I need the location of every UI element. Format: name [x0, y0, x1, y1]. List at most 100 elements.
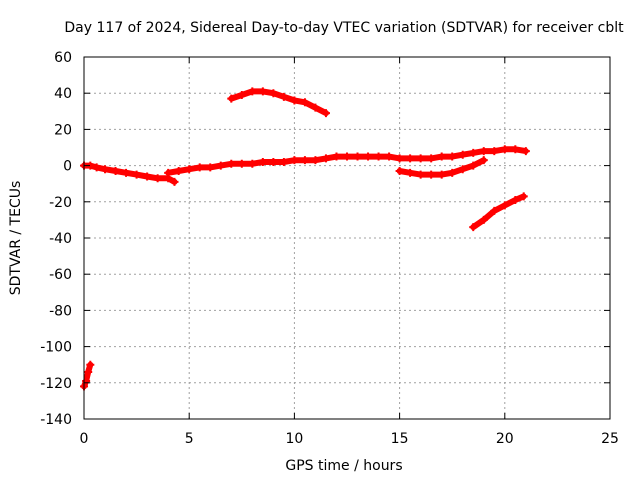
data-point: [479, 147, 488, 156]
data-point: [82, 376, 91, 385]
data-point: [427, 154, 436, 163]
data-point: [437, 170, 446, 179]
x-tick-label: 25: [601, 431, 619, 447]
data-point: [321, 154, 330, 163]
data-point: [343, 152, 351, 161]
data-point: [164, 168, 173, 177]
data-point: [458, 150, 467, 159]
y-tick-label: 20: [54, 122, 72, 138]
data-point: [395, 167, 404, 176]
data-point: [174, 167, 183, 176]
data-point: [300, 98, 309, 107]
x-tick-label: 15: [391, 431, 409, 447]
data-point: [195, 163, 204, 172]
data-point: [216, 161, 225, 170]
data-point: [101, 165, 110, 174]
y-tick-label: -120: [40, 376, 72, 392]
data-point: [332, 152, 341, 161]
chart-title: Day 117 of 2024, Sidereal Day-to-day VTE…: [64, 20, 624, 36]
data-point: [469, 161, 478, 170]
data-point: [227, 159, 236, 168]
data-point: [92, 163, 101, 172]
x-tick-label: 10: [285, 431, 303, 447]
data-point: [258, 157, 267, 166]
x-tick-label: 20: [496, 431, 514, 447]
data-point: [237, 159, 246, 168]
data-point: [279, 157, 288, 166]
data-point: [448, 152, 457, 161]
data-point: [248, 159, 257, 168]
data-point: [290, 156, 299, 165]
data-point: [395, 154, 404, 163]
data-point: [111, 167, 120, 176]
data-point: [521, 147, 530, 156]
data-point: [143, 172, 152, 181]
data-point: [84, 367, 93, 376]
data-point: [185, 165, 194, 174]
data-point: [374, 152, 383, 161]
data-point: [290, 96, 299, 105]
data-point: [122, 168, 131, 177]
y-axis-label: SDTVAR / TECUs: [8, 181, 24, 296]
x-axis-label: GPS time / hours: [285, 458, 402, 474]
data-point: [490, 206, 499, 215]
data-point: [300, 156, 309, 165]
data-point: [479, 156, 488, 165]
data-point: [469, 223, 478, 232]
data-point: [258, 87, 267, 96]
grid-lines: [84, 57, 610, 419]
y-tick-label: -100: [40, 340, 72, 356]
data-point: [353, 152, 362, 161]
data-point: [406, 168, 415, 177]
data-point: [448, 168, 457, 177]
y-tick-label: 0: [63, 159, 72, 175]
y-tick-label: -60: [49, 267, 72, 283]
data-point: [311, 156, 320, 165]
y-tick-label: -40: [49, 231, 72, 247]
data-point: [385, 152, 394, 161]
y-tick-label: -20: [49, 195, 72, 211]
y-tick-label: -140: [40, 412, 72, 428]
data-point: [500, 145, 509, 154]
data-point: [248, 87, 257, 96]
x-tick-label: 0: [80, 431, 89, 447]
data-series: [80, 87, 530, 391]
x-tick-label: 5: [185, 431, 194, 447]
data-point: [469, 148, 478, 157]
plot-frame: [83, 56, 611, 420]
data-point: [206, 163, 215, 172]
data-point: [511, 145, 520, 154]
data-point: [269, 89, 278, 98]
data-point: [170, 177, 179, 186]
data-point: [458, 165, 467, 174]
data-point: [311, 103, 320, 112]
data-point: [227, 94, 236, 103]
data-point: [279, 92, 288, 101]
data-point: [500, 201, 509, 210]
data-point: [153, 174, 162, 183]
series-segment-4: [228, 88, 329, 117]
data-point: [132, 170, 141, 179]
data-point: [237, 91, 246, 100]
data-point: [519, 192, 528, 201]
y-tick-labels: 60 40 20 0 -20 -40 -60 -80 -100 -120 -140: [40, 50, 72, 428]
data-point: [490, 147, 499, 156]
data-point: [86, 360, 95, 369]
axis-ticks: [83, 56, 611, 420]
data-point: [321, 109, 330, 118]
data-point: [427, 170, 436, 179]
data-point: [406, 154, 415, 163]
data-point: [416, 154, 425, 163]
x-tick-labels: 0 5 10 15 20 25: [80, 431, 619, 447]
data-point: [437, 152, 446, 161]
series-segment-1: [81, 361, 94, 390]
y-tick-label: -80: [49, 303, 72, 319]
y-tick-label: 60: [54, 50, 72, 66]
y-tick-label: 40: [54, 86, 72, 102]
data-point: [511, 195, 520, 204]
data-point: [416, 170, 425, 179]
data-point: [364, 152, 373, 161]
data-point: [269, 157, 278, 166]
data-point: [479, 215, 488, 224]
